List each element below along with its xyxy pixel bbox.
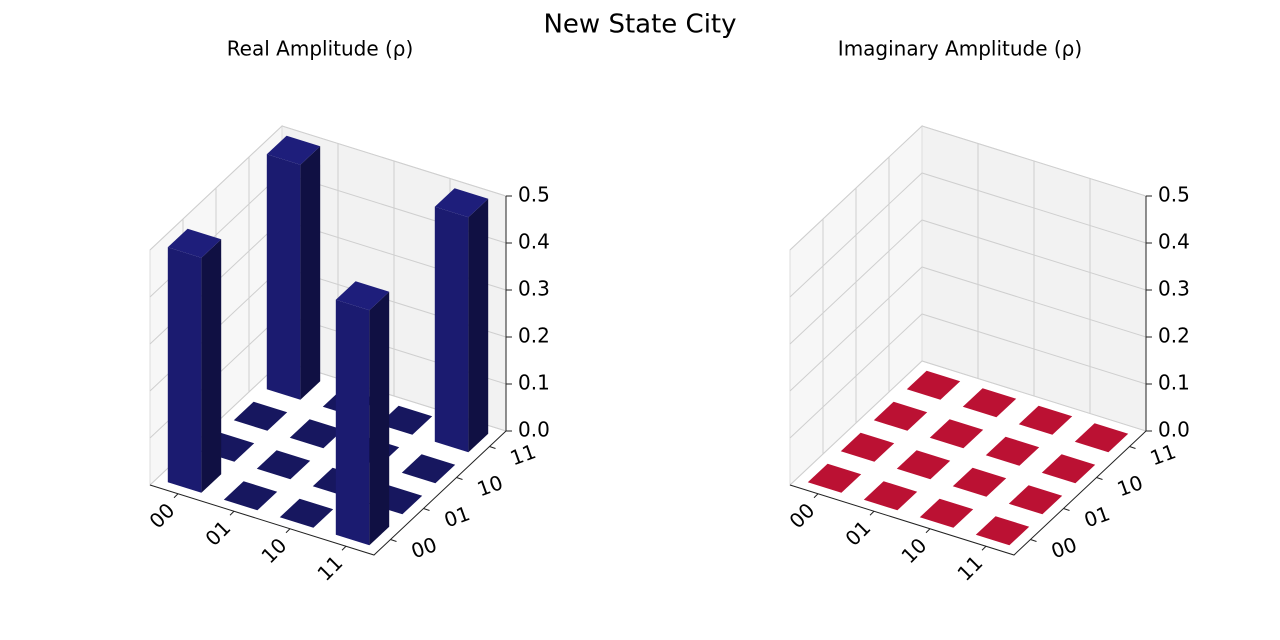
- bar-top: [279, 498, 334, 528]
- y-tick: [1063, 508, 1070, 511]
- bar-front: [266, 154, 301, 400]
- bar-top: [962, 388, 1017, 418]
- bar-top: [378, 405, 433, 435]
- y-tick: [1096, 477, 1103, 480]
- x-tick-label: 11: [312, 551, 347, 586]
- z-tick-label: 0.2: [518, 324, 550, 348]
- x-tick-label: 01: [840, 516, 875, 551]
- y-tick: [390, 539, 397, 542]
- bar-front: [434, 206, 469, 453]
- bar-top: [1041, 454, 1096, 484]
- x-tick: [925, 528, 931, 534]
- y-tick: [1129, 446, 1136, 449]
- bar-top: [873, 401, 928, 431]
- z-tick-label: 0.5: [1158, 183, 1190, 207]
- x-tick: [981, 545, 987, 551]
- y-tick: [423, 508, 430, 511]
- x-tick-label: 01: [200, 516, 235, 551]
- x-tick-label: 10: [896, 533, 931, 568]
- grid-line: [789, 219, 1147, 345]
- bar-top: [434, 188, 489, 218]
- bar-front: [335, 299, 370, 546]
- bar-side: [369, 291, 390, 546]
- bar-top: [863, 481, 918, 511]
- z-tick-label: 0.3: [518, 277, 550, 301]
- bar-top: [807, 463, 862, 493]
- y-tick-label: 00: [1048, 532, 1080, 563]
- bar-top: [896, 450, 951, 480]
- subplot-title: Real Amplitude (ρ): [227, 37, 414, 61]
- y-tick-label: 11: [1147, 439, 1179, 470]
- bar-top: [1074, 423, 1129, 453]
- x-tick: [229, 510, 235, 516]
- bar-side: [468, 198, 489, 453]
- bar-top: [919, 498, 974, 528]
- y-tick-label: 01: [1081, 501, 1113, 532]
- bar-top: [952, 467, 1007, 497]
- y-tick-label: 00: [408, 532, 440, 563]
- grid-line: [789, 172, 1147, 298]
- z-tick-label: 0.5: [518, 183, 550, 207]
- bar-top: [985, 436, 1040, 466]
- grid-line: [789, 266, 1147, 392]
- bar-top: [929, 419, 984, 449]
- grid-line: [789, 313, 1147, 439]
- z-tick-label: 0.1: [1158, 371, 1190, 395]
- y-tick: [489, 446, 496, 449]
- x-tick-label: 10: [256, 533, 291, 568]
- grid-line: [789, 360, 1147, 486]
- x-tick: [173, 493, 179, 499]
- bar-top: [289, 419, 344, 449]
- z-tick-label: 0.3: [1158, 277, 1190, 301]
- y-tick-label: 10: [474, 470, 506, 501]
- bar-top: [256, 450, 311, 480]
- y-tick-label: 01: [441, 501, 473, 532]
- bar-top: [1008, 485, 1063, 515]
- floor-edge: [789, 430, 1147, 556]
- bar-side: [300, 146, 321, 400]
- bar-top: [335, 281, 390, 311]
- z-tick-label: 0.2: [1158, 324, 1190, 348]
- bar-top: [840, 432, 895, 462]
- grid-line: [149, 125, 507, 251]
- z-tick-label: 0.1: [518, 371, 550, 395]
- x-tick-label: 00: [784, 498, 819, 533]
- x-tick: [869, 510, 875, 516]
- y-tick-label: 11: [507, 439, 539, 470]
- bar-top: [975, 516, 1030, 546]
- floor-edge: [149, 430, 507, 556]
- y-tick: [1030, 539, 1037, 542]
- z-tick-label: 0.4: [518, 230, 550, 254]
- y-tick: [456, 477, 463, 480]
- z-tick-label: 0.0: [518, 418, 550, 442]
- bar-top: [1018, 405, 1073, 435]
- bar-top: [223, 481, 278, 511]
- bar-top: [167, 228, 222, 258]
- bar-top: [906, 370, 961, 400]
- z-tick-label: 0.4: [1158, 230, 1190, 254]
- bar-top: [266, 135, 321, 165]
- grid-line: [789, 125, 1147, 251]
- z-tick-label: 0.0: [1158, 418, 1190, 442]
- y-tick-label: 10: [1114, 470, 1146, 501]
- x-tick: [285, 528, 291, 534]
- bar-top: [233, 401, 288, 431]
- x-tick: [813, 493, 819, 499]
- bar-front: [167, 247, 202, 493]
- x-tick-label: 00: [144, 498, 179, 533]
- bar-top: [401, 454, 456, 484]
- figure-title: New State City: [543, 10, 736, 40]
- x-tick: [341, 545, 347, 551]
- bar-side: [201, 239, 222, 493]
- subplot-title: Imaginary Amplitude (ρ): [838, 37, 1082, 61]
- x-tick-label: 11: [952, 551, 987, 586]
